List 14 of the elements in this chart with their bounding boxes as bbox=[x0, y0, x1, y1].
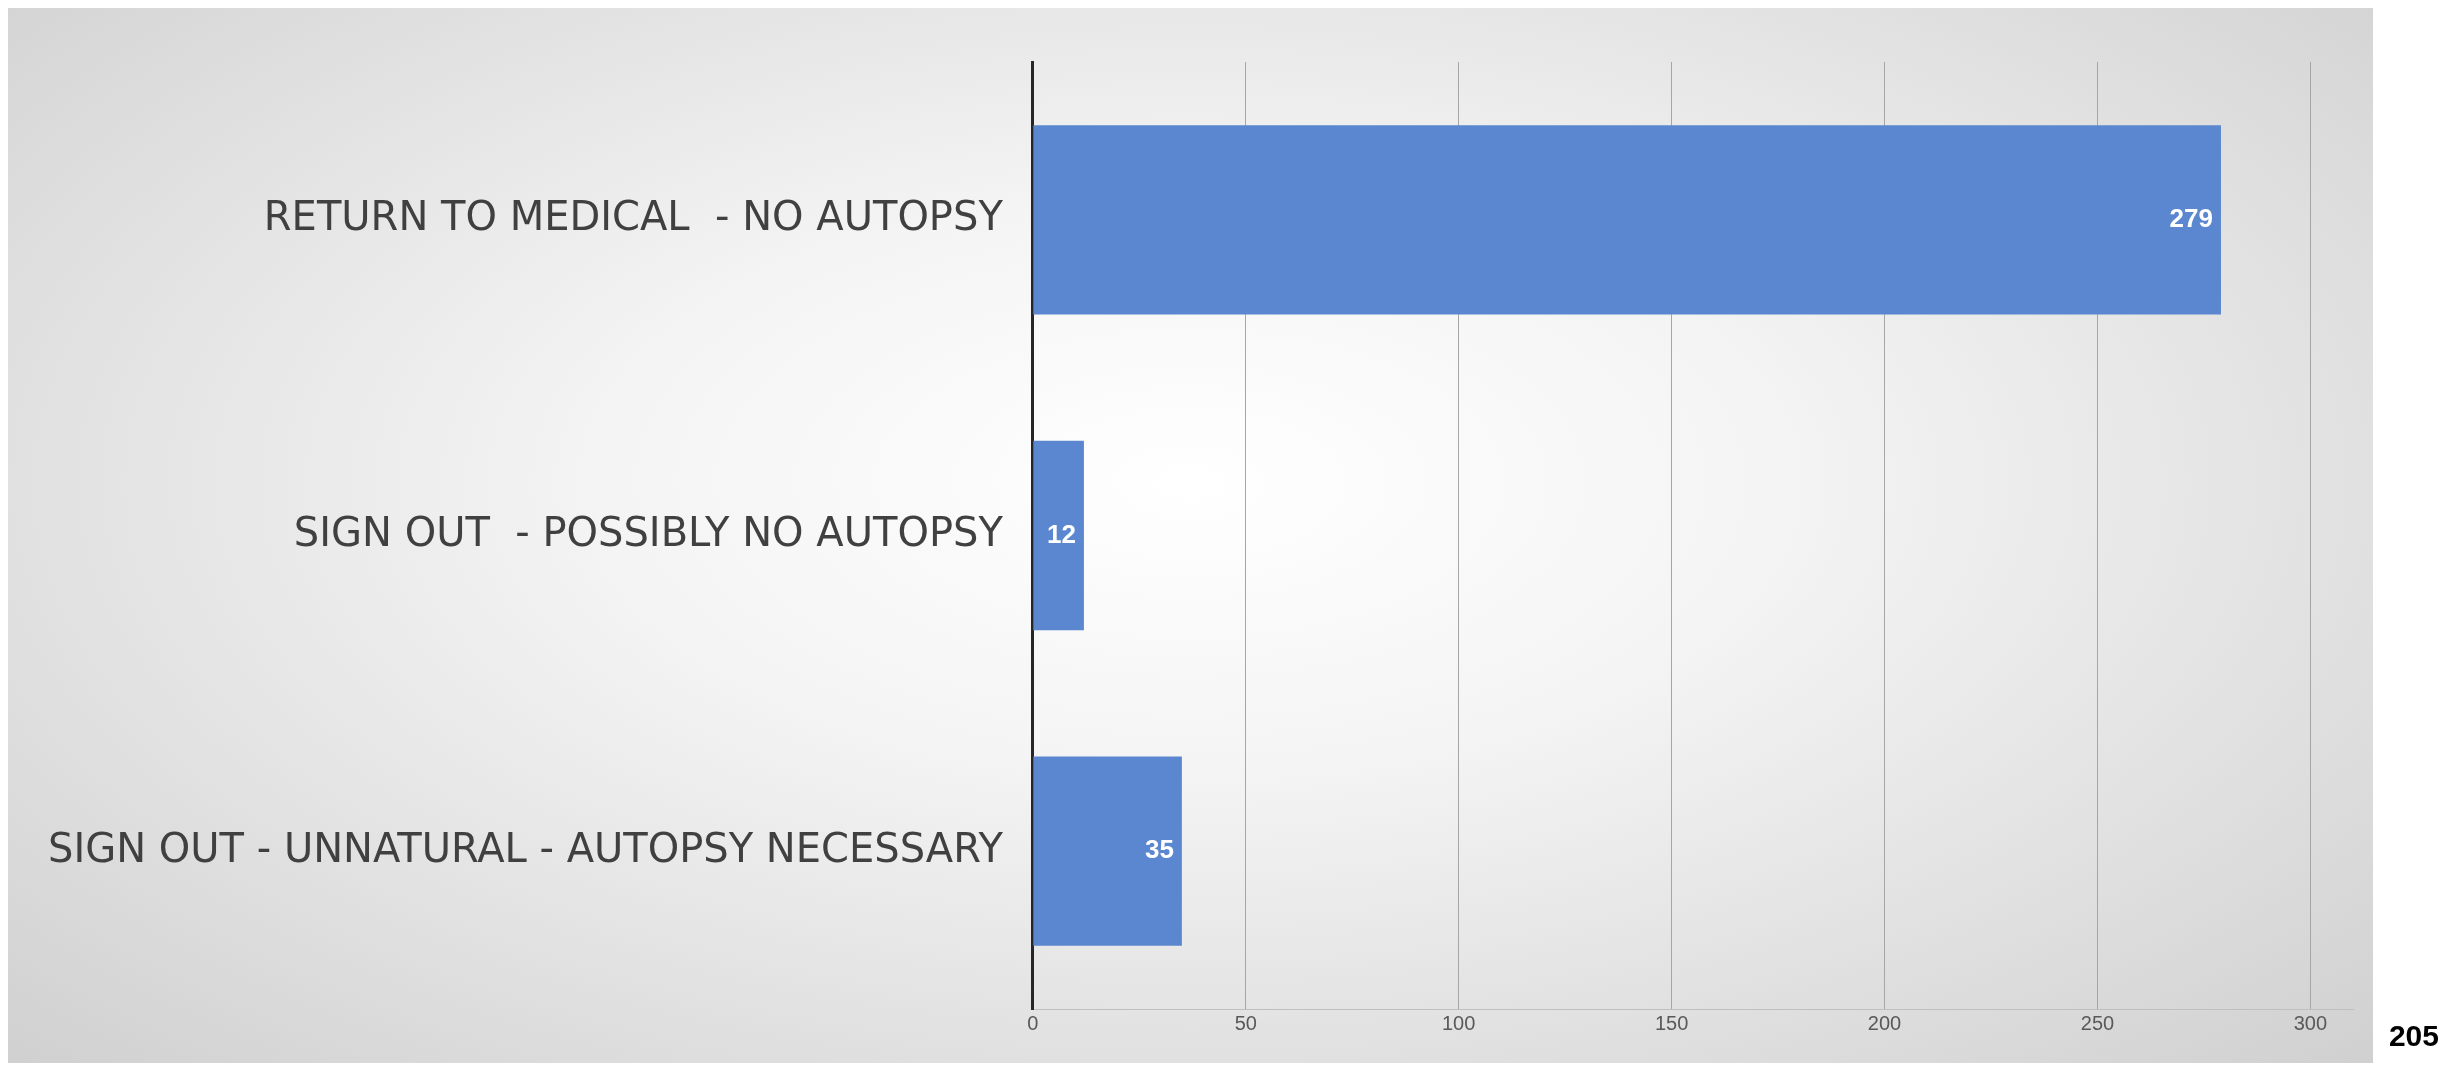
y-tick-label: SIGN OUT - UNNATURAL - AUTOPSY NECESSARY bbox=[48, 824, 1004, 871]
y-tick-label: RETURN TO MEDICAL - NO AUTOPSY bbox=[263, 193, 1004, 240]
data-label: 12 bbox=[1047, 518, 1076, 549]
data-label: 35 bbox=[1144, 834, 1174, 865]
x-tick-label: 200 bbox=[1867, 1011, 1902, 1034]
text: 205 bbox=[2388, 1019, 2439, 1053]
x-tick-label: 250 bbox=[2080, 1011, 2115, 1034]
x-tick-label: 150 bbox=[1654, 1011, 1689, 1034]
data-label: 279 bbox=[2169, 203, 2213, 234]
y-tick-label: SIGN OUT - POSSIBLY NO AUTOPSY bbox=[293, 508, 1004, 555]
x-tick-label: 300 bbox=[2293, 1011, 2328, 1034]
x-tick-label: 50 bbox=[1234, 1011, 1257, 1034]
x-tick-label: 100 bbox=[1442, 1011, 1476, 1034]
x-tick-label: 0 bbox=[1027, 1011, 1039, 1034]
